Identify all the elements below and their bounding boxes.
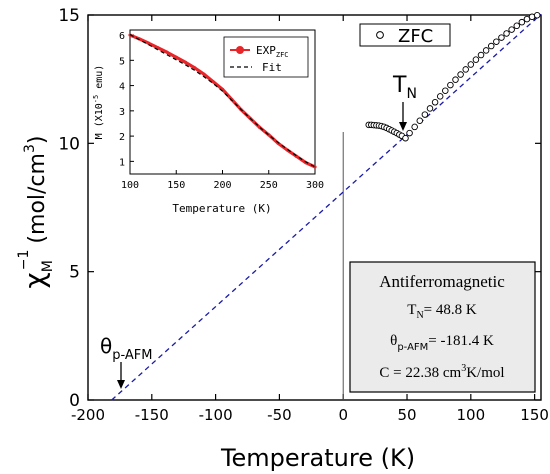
inset-legend-label-fit: Fit [262, 61, 282, 74]
x-tick-label: -200 [71, 406, 105, 424]
legend-label-zfc: ZFC [398, 26, 433, 47]
y-tick-label: 10 [58, 134, 80, 154]
zfc-point [487, 42, 495, 50]
y-axis-label-unit-sup: 3 [22, 144, 38, 153]
annotation-theta: θp-AFM [100, 334, 153, 389]
legend-marker-zfc [376, 31, 384, 39]
info-box: Antiferromagnetic TN= 48.8 K θp-AFM= -18… [349, 261, 536, 393]
inset-y-tick-label: 4 [119, 82, 125, 93]
zfc-point [523, 15, 531, 23]
x-tick-label: 150 [520, 406, 549, 424]
inset-exp-point [156, 46, 160, 50]
y-axis-label: χM −1 (mol/cm3) [16, 136, 56, 289]
zfc-point [518, 18, 526, 26]
zfc-point [467, 61, 475, 68]
zfc-point [421, 111, 429, 118]
inset-axes: 100 150 200 250 300 1 2 3 4 5 6 [119, 31, 324, 191]
zfc-point [477, 51, 485, 59]
annotation-theta-sub: p-AFM [112, 348, 152, 363]
inset-x-tick-label: 100 [121, 180, 139, 191]
inset-exp-point [165, 50, 169, 54]
zfc-point [472, 56, 480, 63]
inset-x-axis-label: Temperature (K) [172, 202, 271, 215]
zfc-point [498, 34, 505, 41]
inset-exp-point [193, 66, 197, 70]
info-box-c: C = 22.38 cm3K/mol [379, 363, 504, 381]
x-tick-label: -50 [267, 406, 292, 424]
inset-x-tick-label: 200 [213, 180, 231, 191]
inset-x-tick-label: 300 [306, 180, 324, 191]
annotation-tn-label: T [392, 73, 407, 98]
inset-exp-point [183, 60, 188, 64]
zfc-point [482, 47, 490, 54]
zfc-point [406, 129, 413, 137]
inset-fit-line [129, 34, 316, 168]
annotation-theta-label: θ [100, 334, 112, 358]
inset-chart: 100 150 200 250 300 1 2 3 4 5 6 Temperature (K) M … [92, 29, 324, 215]
inset-exp-point [146, 41, 151, 45]
zfc-point [503, 30, 510, 37]
annotation-tn-sub: N [406, 86, 416, 102]
zfc-point [533, 12, 541, 19]
annotation-tn: TN [392, 73, 417, 131]
inset-x-tick-label: 250 [260, 180, 278, 191]
svg-text:χM−1(mol/cm3): χM −1 (mol/cm3) [16, 136, 56, 289]
info-box-tn: TN= 48.8 K [407, 302, 477, 321]
x-tick-label: 0 [338, 406, 348, 424]
x-axis-label: Temperature (K) [220, 444, 415, 472]
y-axis-label-unit: (mol/cm [25, 153, 50, 244]
zfc-point [493, 38, 500, 45]
y-axis-label-sub: M [40, 260, 56, 272]
zfc-point [411, 123, 418, 131]
info-box-theta: θp-AFM= -181.4 K [390, 333, 494, 353]
inset-legend-label-exp: EXPZFC [256, 44, 289, 59]
inset-exp-point [174, 55, 178, 59]
y-tick-label: 15 [58, 6, 80, 26]
x-tick-label: -150 [135, 406, 169, 424]
svg-text:θp-AFM: θp-AFM [100, 334, 153, 363]
inset-y-tick-label: 5 [119, 56, 125, 67]
main-data-layer [111, 12, 542, 401]
x-tick-label: 100 [456, 406, 485, 424]
y-axis-label-main: χ [18, 272, 51, 288]
inset-y-tick-label: 2 [119, 132, 125, 143]
zfc-point [452, 76, 459, 83]
zfc-point [508, 26, 515, 33]
inset-exp-point [211, 80, 215, 84]
inset-legend: EXPZFC Fit [223, 36, 309, 78]
y-axis-label-sup: −1 [16, 250, 32, 271]
zfc-point [447, 81, 454, 89]
x-tick-label: 50 [397, 406, 416, 424]
zfc-point [431, 99, 439, 106]
info-box-title: Antiferromagnetic [379, 272, 505, 291]
curie-weiss-fit-line [111, 13, 542, 401]
zfc-point [442, 87, 449, 94]
zfc-point [426, 105, 434, 112]
zfc-point [462, 66, 469, 73]
inset-data-layer [128, 33, 317, 169]
inset-exp-point [202, 72, 206, 76]
main-legend: ZFC [359, 23, 451, 47]
inset-y-tick-label: 6 [119, 31, 125, 42]
y-axis-label-unit-suffix: ) [25, 136, 50, 145]
inset-legend-marker-exp [236, 46, 244, 54]
zfc-point [513, 22, 521, 30]
main-plot-frame [87, 14, 542, 401]
x-tick-label: -100 [199, 406, 233, 424]
zfc-point [436, 93, 444, 100]
zfc-point [402, 134, 409, 142]
y-tick-label: 5 [69, 263, 80, 283]
zfc-point [416, 117, 424, 124]
zfc-point [457, 71, 464, 78]
y-tick-label: 0 [69, 391, 80, 411]
inset-y-axis-label: M (X10-5 emu) [92, 65, 105, 140]
inset-x-tick-label: 150 [167, 180, 185, 191]
inset-y-tick-label: 1 [119, 157, 125, 168]
svg-text:TN: TN [392, 73, 417, 102]
inset-y-tick-label: 3 [119, 107, 125, 118]
